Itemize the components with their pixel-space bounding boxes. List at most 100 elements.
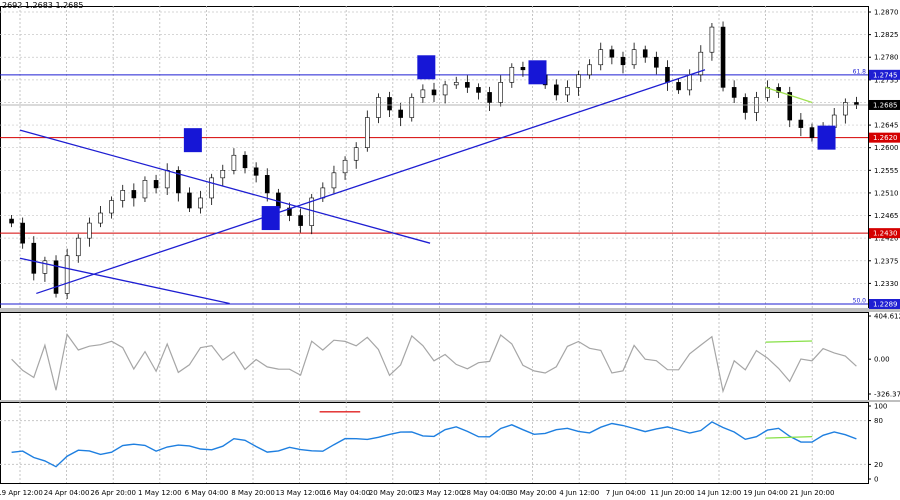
y-tick-label: 1.2465 — [874, 212, 899, 220]
candle-body — [720, 26, 726, 88]
candle-body — [420, 89, 426, 98]
candle-body — [320, 187, 326, 199]
candle-body — [476, 87, 481, 93]
panel-separator — [0, 400, 900, 402]
cci-tick-label: 0.00 — [874, 356, 890, 364]
candle-body — [131, 190, 137, 199]
y-tick-label: 1.2645 — [874, 122, 899, 130]
candle-body — [164, 170, 170, 189]
candle-body — [409, 97, 415, 118]
candle-body — [142, 180, 148, 199]
quote-header: 2692 1.2683 1.2685 — [2, 1, 84, 10]
candle-body — [620, 56, 626, 66]
level-tag — [869, 299, 900, 309]
rsi-tick-label: 0 — [874, 476, 878, 484]
candle-body — [31, 242, 37, 274]
candle-body — [20, 222, 25, 244]
x-tick-label: 28 May 04:00 — [462, 489, 510, 497]
candle-body — [331, 172, 337, 189]
marker-box — [261, 206, 280, 231]
price-panel — [0, 6, 869, 309]
marker-box — [417, 55, 436, 80]
candle-body — [631, 49, 637, 66]
level-tag — [869, 228, 900, 239]
candle-body — [231, 154, 237, 171]
candle-body — [153, 180, 159, 189]
candle-body — [576, 74, 581, 88]
level-note: 61.8 — [853, 68, 867, 75]
candle-body — [9, 218, 14, 224]
candle-body — [209, 177, 214, 199]
x-tick-label: 30 May 20:00 — [509, 489, 557, 497]
rsi-panel — [0, 402, 869, 484]
candle-body — [709, 26, 715, 53]
candle-body — [854, 102, 859, 106]
x-tick-label: 19 Apr 12:00 — [0, 489, 43, 497]
x-tick-label: 21 Jun 20:00 — [790, 489, 834, 497]
trendline — [19, 129, 431, 244]
candle-body — [453, 82, 459, 86]
candle-body — [843, 102, 848, 116]
candle-body — [487, 92, 492, 103]
y-tick-label: 1.2375 — [874, 257, 899, 265]
y-tick-label: 1.2870 — [874, 9, 899, 17]
x-tick-label: 23 May 12:00 — [415, 489, 463, 497]
x-tick-label: 26 Apr 20:00 — [90, 489, 136, 497]
candle-body — [64, 255, 70, 294]
candle-body — [642, 49, 648, 58]
marker-box — [817, 125, 836, 150]
x-tick-label: 8 May 20:00 — [231, 489, 275, 497]
candle-body — [87, 222, 92, 239]
cci-panel — [0, 312, 869, 401]
cci-line — [11, 333, 857, 394]
x-tick-label: 7 Jun 04:00 — [606, 489, 646, 497]
x-tick-label: 11 Jun 20:00 — [650, 489, 694, 497]
current-price-label: 1.2685 — [873, 101, 898, 109]
trendline — [36, 69, 706, 295]
candle-body — [698, 51, 704, 76]
candle-body — [120, 190, 126, 201]
y-tick-label: 1.2330 — [874, 280, 899, 288]
candle-body — [253, 167, 259, 176]
marker-box — [183, 128, 202, 153]
marker-box — [528, 60, 547, 85]
level-tag-label: 1.2289 — [873, 301, 898, 309]
cci-tick-label: -326.377 — [874, 391, 900, 399]
candle-body — [176, 170, 181, 194]
candle-body — [798, 119, 804, 128]
trendline — [19, 257, 230, 305]
candle-body — [75, 237, 81, 257]
candle-body — [387, 97, 392, 111]
rsi-tick-label: 80 — [874, 417, 883, 425]
y-tick-label: 1.2600 — [874, 144, 899, 152]
candle-body — [220, 170, 226, 179]
candle-body — [398, 109, 403, 118]
candle-body — [665, 66, 670, 83]
candle-body — [264, 175, 270, 194]
x-tick-label: 14 Jun 12:00 — [697, 489, 741, 497]
candle-body — [187, 192, 192, 209]
rsi-tick-label: 20 — [874, 461, 883, 469]
x-tick-label: 6 May 04:00 — [185, 489, 229, 497]
candle-body — [776, 87, 781, 93]
candle-body — [520, 66, 526, 71]
cci-tick-label: 404.6122 — [874, 313, 900, 321]
trendline — [765, 86, 813, 104]
x-tick-label: 24 Apr 04:00 — [44, 489, 90, 497]
candle-body — [654, 56, 659, 68]
x-tick-label: 20 May 20:00 — [369, 489, 417, 497]
y-tick-label: 1.2510 — [874, 189, 899, 197]
level-tag — [869, 132, 900, 143]
level-note: 50.0 — [853, 298, 867, 305]
candle-body — [787, 92, 793, 121]
candle-body — [364, 117, 370, 148]
level-tag-label: 1.2620 — [873, 134, 898, 142]
candle-body — [242, 154, 248, 169]
candle-body — [465, 82, 470, 88]
candle-body — [98, 212, 103, 224]
candle-body — [431, 89, 437, 96]
y-tick-label: 1.2420 — [874, 235, 899, 243]
candle-body — [509, 66, 515, 83]
x-tick-label: 1 May 12:00 — [138, 489, 182, 497]
